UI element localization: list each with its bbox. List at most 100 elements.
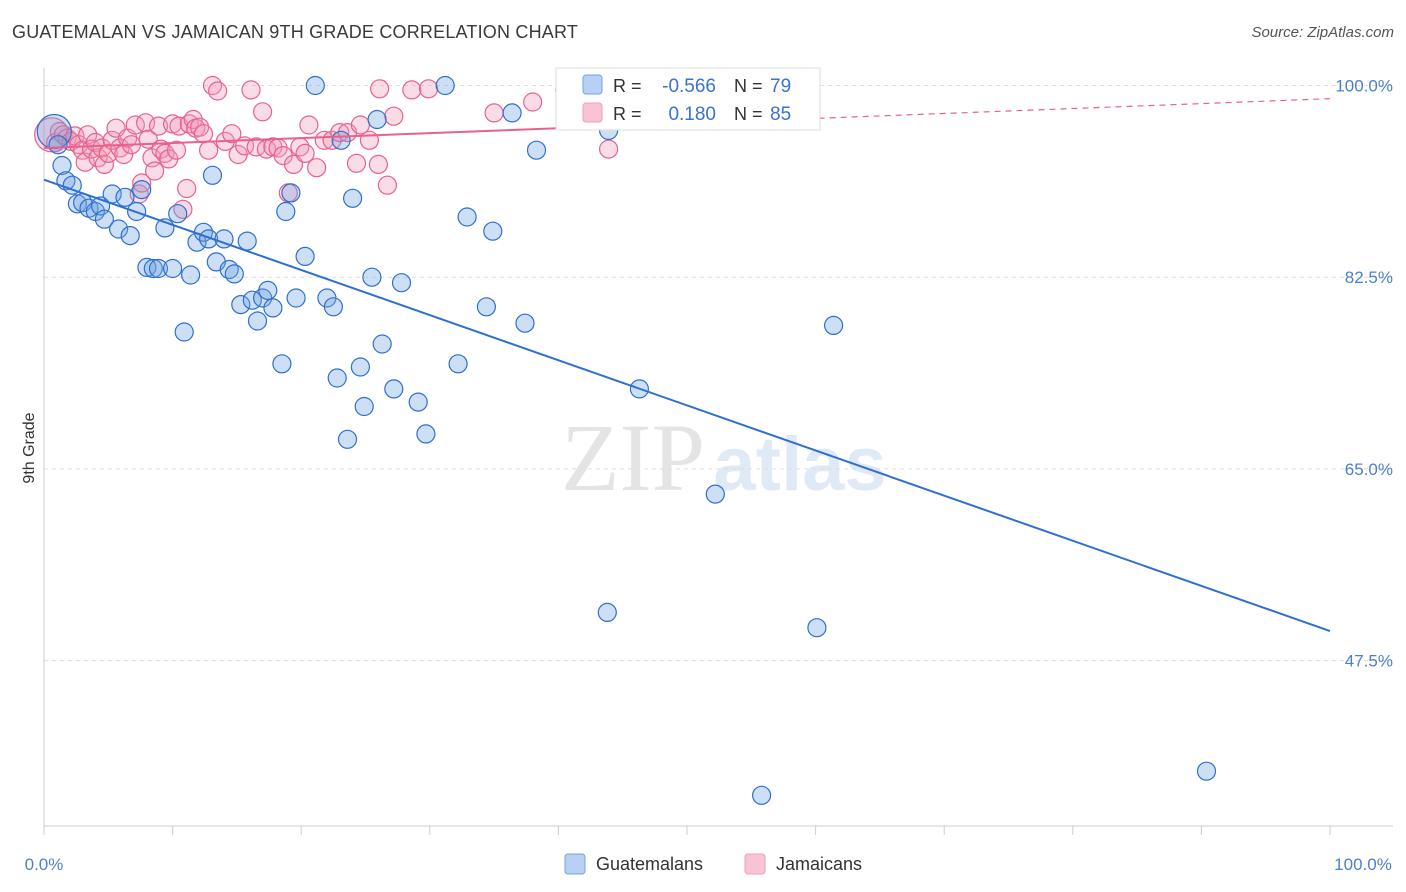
grid-lines	[44, 85, 1393, 662]
guatemalans-point-59	[408, 392, 428, 412]
watermark-zip: ZIP	[561, 404, 705, 511]
trend-lines	[43, 98, 1331, 632]
y-axis-label: 9th Grade	[21, 412, 38, 483]
series-legend: Guatemalans Jamaicans	[564, 853, 862, 875]
guatemalans-point-19	[148, 258, 169, 279]
jamaicans-points	[34, 75, 619, 219]
guatemalans-point-53	[354, 396, 374, 417]
guatemalans-point-72	[705, 484, 725, 504]
y-tick-label-1: 65.0%	[1345, 460, 1393, 479]
guatemalans-point-21	[163, 258, 183, 279]
guatemalans-point-62	[448, 354, 468, 374]
guatemalans-point-76	[823, 315, 844, 335]
legend-guatemalans-label: Guatemalans	[596, 854, 703, 874]
x-tick-label-0: 0.0%	[25, 855, 64, 874]
guatemalans-point-60	[416, 424, 436, 444]
guatemalans-r-value: -0.566	[662, 76, 716, 97]
stats-legend: R = -0.566 N = 79 R = 0.180 N = 85	[555, 67, 821, 131]
jamaicans-point-43	[193, 124, 214, 144]
jamaicans-point-29	[145, 161, 165, 181]
jamaicans-point-61	[295, 143, 315, 163]
jamaicans-point-64	[314, 130, 334, 150]
guatemalans-point-50	[337, 429, 358, 449]
jamaicans-n-label: N =	[734, 104, 763, 124]
guatemalans-point-54	[362, 267, 382, 287]
guatemalans-point-65	[483, 221, 503, 241]
legend-jamaicans-swatch	[744, 853, 766, 875]
guatemalans-point-57	[384, 379, 404, 399]
guatemalans-point-28	[202, 165, 223, 185]
y-tick-label-3: 100.0%	[1335, 77, 1393, 96]
x-tick-labels: 0.0% 100.0%	[25, 855, 1392, 874]
guatemalans-point-55	[367, 109, 387, 130]
jamaicans-point-46	[208, 81, 228, 101]
guatemalans-point-27	[199, 229, 219, 249]
jamaicans-point-45	[202, 75, 223, 96]
jamaicans-point-75	[402, 80, 422, 100]
jamaicans-point-73	[384, 106, 404, 126]
jamaicans-point-81	[523, 92, 543, 112]
guatemalans-point-58	[391, 273, 412, 293]
jamaicans-point-30	[148, 116, 169, 136]
guatemalans-point-77	[1196, 761, 1217, 781]
guatemalans-point-22	[168, 204, 188, 224]
jamaicans-point-53	[253, 102, 273, 122]
jamaicans-point-70	[359, 130, 379, 150]
axes	[43, 68, 1393, 835]
guatemalans-point-75	[807, 618, 827, 638]
jamaicans-point-32	[155, 143, 175, 163]
jamaicans-trend-line	[43, 125, 610, 149]
source-credit: Source: ZipAtlas.com	[1251, 24, 1394, 41]
jamaicans-point-44	[199, 140, 219, 160]
guatemalans-point-69	[597, 602, 617, 623]
guatemalans-point-34	[237, 231, 257, 251]
guatemalans-point-41	[276, 201, 296, 222]
guatemalans-point-16	[132, 180, 152, 200]
y-tick-labels: 47.5% 65.0% 82.5% 100.0%	[1335, 77, 1393, 671]
guatemalans-point-13	[115, 187, 135, 207]
jamaicans-point-62	[299, 115, 319, 135]
guatemalans-point-73	[751, 785, 772, 805]
jamaicans-point-76	[418, 79, 439, 99]
guatemalans-swatch	[582, 74, 603, 95]
jamaicans-point-77	[484, 103, 504, 123]
watermark-atlas: atlas	[713, 422, 886, 507]
guatemalans-point-68	[526, 140, 547, 160]
guatemalans-point-39	[263, 298, 283, 318]
guatemalans-point-63	[457, 207, 477, 227]
jamaicans-swatch	[582, 102, 603, 123]
jamaicans-point-38	[177, 178, 197, 199]
guatemalans-point-1	[48, 135, 68, 155]
jamaicans-point-51	[241, 80, 261, 100]
jamaicans-r-label: R =	[613, 104, 642, 124]
guatemalans-r-label: R =	[613, 76, 642, 96]
guatemalans-point-24	[181, 265, 201, 285]
guatemalans-point-23	[174, 322, 194, 342]
jamaicans-point-74	[370, 79, 390, 99]
guatemalans-point-36	[247, 311, 268, 331]
guatemalans-point-32	[224, 264, 244, 284]
guatemalans-n-value: 79	[770, 76, 791, 97]
guatemalans-point-33	[231, 295, 251, 315]
guatemalans-point-14	[120, 226, 140, 246]
guatemalans-point-47	[323, 297, 343, 317]
guatemalans-point-52	[350, 357, 370, 377]
jamaicans-point-59	[283, 154, 304, 174]
jamaicans-point-63	[307, 158, 327, 178]
guatemalans-point-12	[108, 219, 129, 239]
legend-jamaicans-label: Jamaicans	[776, 854, 862, 874]
guatemalans-point-48	[327, 368, 347, 388]
guatemalans-point-66	[502, 103, 522, 123]
guatemalans-point-56	[372, 334, 392, 354]
guatemalans-trend-line	[43, 178, 1331, 632]
guatemalans-point-18	[143, 258, 163, 279]
guatemalans-point-61	[435, 75, 455, 96]
guatemalans-point-4	[62, 175, 82, 195]
guatemalans-point-40	[272, 354, 292, 374]
jamaicans-point-25	[132, 173, 152, 193]
jamaicans-point-48	[222, 124, 242, 144]
guatemalans-point-51	[343, 188, 363, 208]
guatemalans-point-64	[476, 297, 496, 317]
legend-guatemalans-swatch	[564, 853, 586, 875]
